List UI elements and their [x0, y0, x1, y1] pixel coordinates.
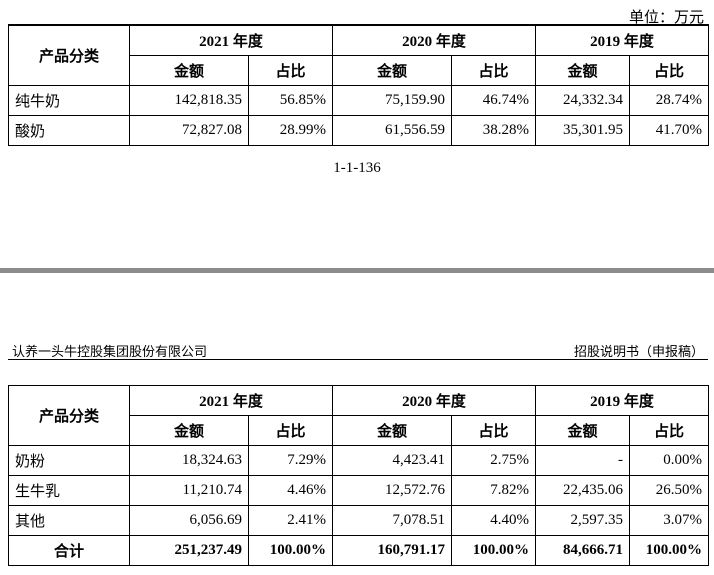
header-year-2020: 2020 年度	[332, 24, 537, 56]
row-name: 奶粉	[8, 445, 130, 476]
cell-value: 142,818.35	[129, 85, 249, 116]
cell-value: 6,056.69	[129, 505, 249, 536]
header-year-2019: 2019 年度	[535, 385, 710, 416]
page-number: 1-1-136	[333, 160, 381, 176]
total-row: 合计 251,237.49 100.00% 160,791.17 100.00%…	[8, 535, 710, 566]
header-year-2021: 2021 年度	[128, 24, 334, 56]
cell-value: 4.40%	[451, 505, 537, 536]
header-category: 产品分类	[8, 24, 130, 86]
cell-value: 75,159.90	[332, 85, 453, 116]
table-subheader-row: 金额 占比 金额 占比 金额 占比	[9, 55, 710, 86]
cell-value: 2,597.35	[535, 505, 631, 536]
row-name: 其他	[8, 505, 130, 536]
header-ratio: 占比	[247, 55, 334, 86]
header-amount: 金额	[535, 415, 631, 446]
cell-value: 2.41%	[247, 505, 334, 536]
company-name: 认养一头牛控股集团股份有限公司	[12, 345, 208, 360]
cell-value: 61,556.59	[332, 115, 453, 146]
cell-value: 100.00%	[247, 535, 334, 566]
cell-value: 100.00%	[451, 535, 537, 566]
header-year-2020: 2020 年度	[332, 385, 537, 416]
cell-value: 11,210.74	[129, 475, 249, 506]
cell-value: 72,827.08	[129, 115, 249, 146]
cell-value: 22,435.06	[535, 475, 631, 506]
header-amount: 金额	[129, 55, 249, 86]
cell-value: 251,237.49	[129, 535, 249, 566]
header-year-2021: 2021 年度	[128, 385, 334, 416]
cell-value: 84,666.71	[535, 535, 631, 566]
cell-value: 160,791.17	[332, 535, 453, 566]
total-label: 合计	[8, 535, 130, 566]
header-amount: 金额	[535, 55, 631, 86]
page-divider	[0, 268, 714, 273]
cell-value: 7.29%	[247, 445, 334, 476]
table-header-row: 产品分类 2021 年度 2020 年度 2019 年度	[8, 24, 710, 86]
page-gap	[0, 186, 714, 268]
cell-value: 38.28%	[451, 115, 537, 146]
table-row: 其他 6,056.69 2.41% 7,078.51 4.40% 2,597.3…	[8, 505, 710, 536]
cell-value: 100.00%	[629, 535, 710, 566]
header-category: 产品分类	[8, 385, 130, 446]
cell-value: 35,301.95	[535, 115, 631, 146]
row-name: 纯牛奶	[8, 85, 130, 116]
cell-value: 3.07%	[629, 505, 710, 536]
table-row: 纯牛奶 142,818.35 56.85% 75,159.90 46.74% 2…	[8, 85, 710, 116]
header-amount: 金额	[332, 55, 453, 86]
cell-value: 4.46%	[247, 475, 334, 506]
cell-value: 18,324.63	[129, 445, 249, 476]
header-ratio: 占比	[247, 415, 334, 446]
cell-value: 2.75%	[451, 445, 537, 476]
header-ratio: 占比	[451, 415, 537, 446]
cell-value: -	[535, 445, 631, 476]
header-ratio: 占比	[629, 55, 710, 86]
cell-value: 7,078.51	[332, 505, 453, 536]
product-revenue-table-top: 产品分类 2021 年度 2020 年度 2019 年度 金额 占比 金额 占比…	[8, 24, 710, 146]
header-amount: 金额	[332, 415, 453, 446]
row-name: 生牛乳	[8, 475, 130, 506]
table-row: 酸奶 72,827.08 28.99% 61,556.59 38.28% 35,…	[8, 115, 710, 146]
table-row: 奶粉 18,324.63 7.29% 4,423.41 2.75% - 0.00…	[8, 445, 710, 476]
cell-value: 0.00%	[629, 445, 710, 476]
cell-value: 28.99%	[247, 115, 334, 146]
header-rule	[8, 359, 708, 360]
table-row: 生牛乳 11,210.74 4.46% 12,572.76 7.82% 22,4…	[8, 475, 710, 506]
cell-value: 4,423.41	[332, 445, 453, 476]
table-header-row: 产品分类 2021 年度 2020 年度 2019 年度	[8, 385, 710, 446]
cell-value: 24,332.34	[535, 85, 631, 116]
unit-label: 单位：万元	[628, 10, 704, 26]
cell-value: 56.85%	[247, 85, 334, 116]
row-name: 酸奶	[8, 115, 130, 146]
cell-value: 41.70%	[629, 115, 710, 146]
cell-value: 7.82%	[451, 475, 537, 506]
header-ratio: 占比	[629, 415, 710, 446]
header-year-2019: 2019 年度	[535, 24, 710, 56]
document-title: 招股说明书（申报稿）	[573, 345, 704, 360]
header-ratio: 占比	[451, 55, 537, 86]
cell-value: 28.74%	[629, 85, 710, 116]
cell-value: 12,572.76	[332, 475, 453, 506]
cell-value: 26.50%	[629, 475, 710, 506]
product-revenue-table-bottom: 产品分类 2021 年度 2020 年度 2019 年度 金额 占比 金额 占比…	[8, 385, 710, 566]
cell-value: 46.74%	[451, 85, 537, 116]
header-amount: 金额	[129, 415, 249, 446]
